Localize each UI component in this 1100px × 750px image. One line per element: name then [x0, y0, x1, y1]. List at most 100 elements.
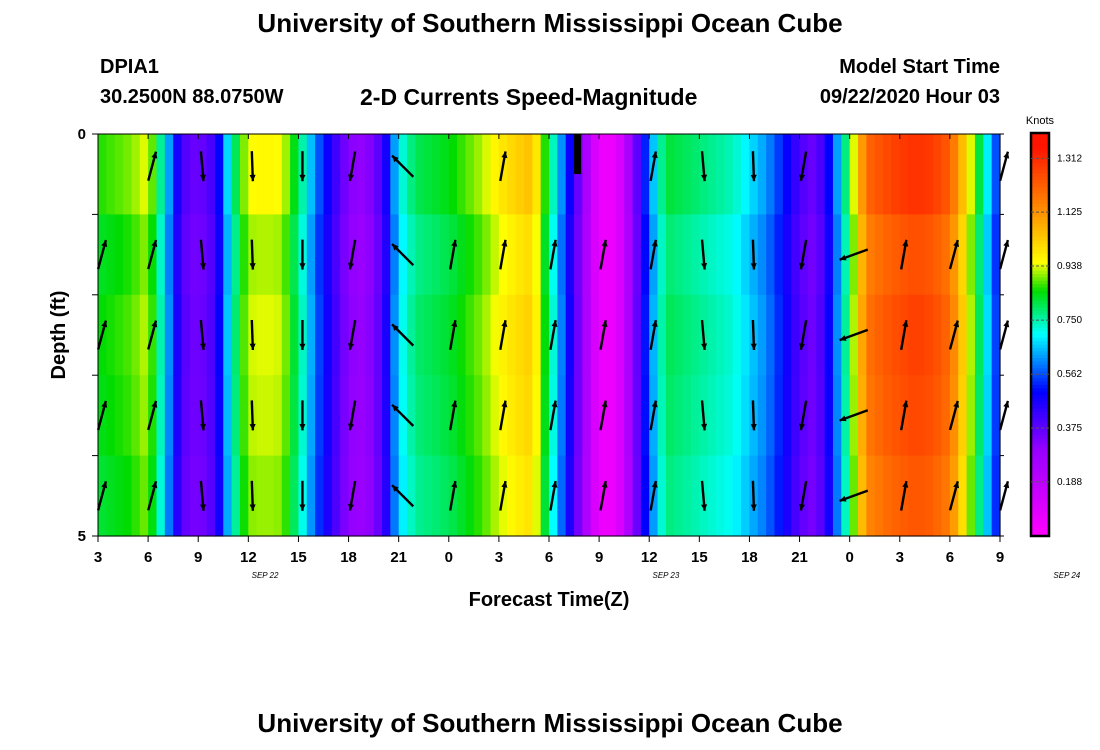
heatmap-cell	[941, 455, 951, 537]
heatmap-cell	[891, 455, 901, 537]
date-label: SEP 23	[653, 571, 680, 580]
heatmap-cell	[490, 214, 500, 296]
heatmap-cell	[766, 375, 776, 457]
heatmap-cell	[665, 455, 675, 537]
heatmap-cell	[574, 375, 584, 457]
heatmap-cell	[832, 455, 842, 537]
current-vector	[799, 151, 808, 182]
heatmap-cell	[582, 455, 592, 537]
current-vector	[599, 320, 608, 350]
heatmap-cell	[582, 375, 592, 457]
heatmap-cell	[323, 455, 333, 537]
x-tick-label: 9	[996, 549, 1004, 566]
colorbar-band	[1031, 532, 1049, 537]
colorbar-band	[1031, 415, 1049, 420]
heatmap-cell	[774, 375, 784, 457]
heatmap-cell	[214, 134, 224, 215]
heatmap-cell	[340, 134, 350, 215]
heatmap-cell	[256, 214, 266, 296]
heatmap-cell	[214, 455, 224, 537]
heatmap-cell	[315, 294, 325, 376]
heatmap-cell	[114, 294, 124, 376]
current-vector	[499, 239, 508, 270]
heatmap-cell	[432, 375, 442, 457]
heatmap-cell	[490, 375, 500, 457]
heatmap-cell	[239, 294, 249, 376]
heatmap-cell	[315, 455, 325, 537]
heatmap-cell	[173, 375, 183, 457]
colorbar-band	[1031, 361, 1049, 366]
heatmap-cell	[807, 134, 817, 215]
heatmap-cell	[156, 294, 166, 376]
heatmap-cell	[640, 294, 650, 376]
heatmap-cell	[490, 294, 500, 376]
current-vector	[96, 481, 108, 511]
colorbar-band	[1031, 401, 1049, 406]
colorbar-band	[1031, 448, 1049, 453]
colorbar-band	[1031, 502, 1049, 507]
heatmap-cell	[214, 375, 224, 457]
x-tick-label: 6	[144, 549, 152, 566]
heatmap-cell	[774, 134, 784, 215]
current-vector	[998, 239, 1010, 270]
heatmap-cell	[540, 134, 550, 215]
colorbar-band	[1031, 263, 1049, 268]
heatmap-cell	[941, 294, 951, 376]
heatmap-cell	[657, 134, 667, 215]
heatmap-cells	[98, 134, 1001, 537]
colorbar-band	[1031, 253, 1049, 258]
colorbar-band	[1031, 237, 1049, 242]
heatmap-cell	[590, 214, 600, 296]
heatmap-cell	[557, 134, 567, 215]
heatmap-cell	[908, 134, 918, 215]
heatmap-cell	[173, 455, 183, 537]
current-vector	[998, 481, 1010, 511]
heatmap-cell	[832, 375, 842, 457]
heatmap-cell	[398, 134, 408, 215]
heatmap-cell	[874, 134, 884, 215]
heatmap-cell	[665, 294, 675, 376]
heatmap-cell	[173, 134, 183, 215]
heatmap-cell	[423, 455, 433, 537]
x-tick-label: 12	[641, 549, 658, 566]
current-vector	[348, 320, 357, 350]
heatmap-cell	[816, 455, 826, 537]
heatmap-cell	[123, 134, 133, 215]
colorbar-band	[1031, 354, 1049, 359]
heatmap-cell	[615, 214, 625, 296]
heatmap-cell	[331, 134, 341, 215]
heatmap-cell	[908, 214, 918, 296]
current-vector	[499, 480, 508, 511]
colorbar-band	[1031, 378, 1049, 383]
colorbar-band	[1031, 307, 1049, 312]
heatmap-cell	[415, 214, 425, 296]
heatmap-cell	[139, 375, 149, 457]
heatmap-cell	[331, 294, 341, 376]
colorbar-band	[1031, 394, 1049, 399]
current-vector	[147, 239, 158, 270]
heatmap-cell	[156, 375, 166, 457]
heatmap-cell	[557, 375, 567, 457]
heatmap-cell	[281, 134, 291, 215]
heatmap-cell	[799, 134, 809, 215]
heatmap-cell	[732, 134, 742, 215]
heatmap-cell	[807, 294, 817, 376]
heatmap-cell	[674, 214, 684, 296]
heatmap-cell	[991, 134, 1001, 215]
heatmap-cell	[716, 294, 725, 376]
current-vector	[249, 319, 256, 351]
heatmap-cell	[423, 214, 433, 296]
heatmap-cell	[590, 455, 600, 537]
heatmap-cell	[239, 214, 249, 296]
heatmap-cell	[290, 455, 300, 537]
heatmap-cell	[883, 294, 893, 376]
y-axis-label: Depth (ft)	[48, 291, 70, 380]
current-vector	[750, 319, 757, 351]
heatmap-cell	[273, 375, 283, 457]
heatmap-cell	[883, 134, 893, 215]
heatmap-cell	[766, 294, 776, 376]
heatmap-cell	[991, 375, 1001, 457]
heatmap-cell	[265, 455, 274, 537]
heatmap-cell	[574, 455, 584, 537]
